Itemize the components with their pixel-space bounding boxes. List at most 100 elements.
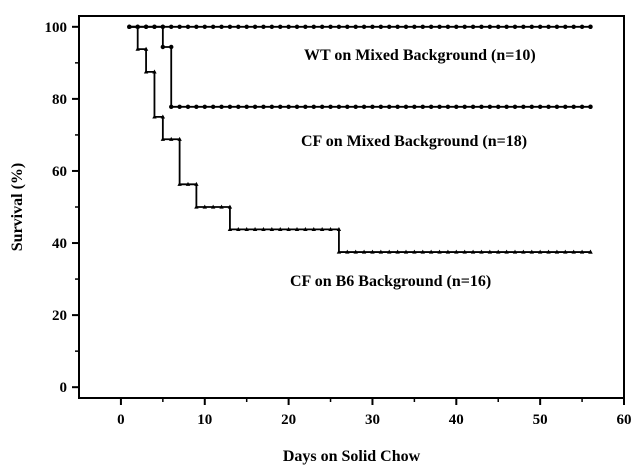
series-cf-b6: [127, 24, 593, 254]
tick-marks: [72, 25, 625, 405]
censor-marker: [529, 249, 534, 254]
censor-marker: [487, 249, 493, 254]
censor-marker: [143, 46, 149, 51]
censor-marker: [403, 24, 409, 30]
censor-marker: [454, 249, 459, 254]
censor-marker: [546, 104, 551, 110]
censor-marker: [328, 226, 333, 231]
censor-marker: [303, 24, 308, 30]
censor-marker: [496, 24, 501, 30]
censor-marker: [412, 24, 417, 30]
censor-marker: [177, 24, 182, 30]
series-label-cf-b6: CF on B6 Background (n=16): [290, 273, 491, 290]
censor-marker: [579, 104, 585, 110]
censor-marker: [152, 114, 157, 119]
censor-marker: [403, 249, 409, 254]
y-tick-label: 40: [52, 236, 67, 252]
series-wt-mixed: [127, 24, 593, 30]
censor-marker: [286, 104, 291, 110]
censor-marker: [278, 24, 283, 30]
censor-marker: [236, 226, 241, 231]
censor-marker: [387, 104, 392, 110]
censor-marker: [160, 114, 166, 119]
x-tick-label: 10: [197, 412, 212, 428]
censor-marker: [496, 249, 501, 254]
censor-marker: [236, 104, 241, 110]
censor-marker: [311, 24, 316, 30]
censor-marker: [169, 104, 174, 110]
censor-marker: [361, 104, 367, 110]
x-axis-title: Days on Solid Chow: [283, 448, 421, 465]
censor-marker: [328, 104, 333, 110]
censor-marker: [412, 104, 417, 110]
censor-marker: [403, 104, 409, 110]
censor-marker: [194, 24, 199, 30]
censor-marker: [160, 136, 166, 141]
censor-marker: [219, 104, 224, 110]
y-tick-label: 60: [52, 164, 67, 180]
censor-marker: [479, 104, 484, 110]
censor-marker: [370, 24, 375, 30]
x-tick-label: 30: [365, 412, 380, 428]
censor-marker: [336, 249, 342, 254]
censor-marker: [227, 204, 233, 209]
censor-marker: [227, 104, 233, 110]
censor-marker: [521, 249, 526, 254]
censor-marker: [529, 24, 534, 30]
censor-marker: [462, 104, 467, 110]
x-tick-label: 50: [533, 412, 548, 428]
censor-marker: [278, 104, 283, 110]
censor-marker: [353, 24, 358, 30]
censor-marker: [319, 24, 325, 30]
censor-marker: [470, 24, 476, 30]
censor-marker: [537, 24, 543, 30]
censor-marker: [437, 104, 442, 110]
censor-marker: [152, 69, 157, 74]
censor-marker: [378, 104, 384, 110]
censor-marker: [286, 226, 291, 231]
censor-marker: [479, 249, 484, 254]
censor-marker: [462, 24, 467, 30]
censor-marker: [210, 204, 216, 209]
censor-marker: [202, 104, 207, 110]
censor-marker: [160, 24, 166, 30]
censor-marker: [227, 226, 233, 231]
censor-marker: [336, 24, 342, 30]
censor-marker: [261, 104, 266, 110]
censor-marker: [361, 24, 367, 30]
censor-marker: [588, 249, 593, 254]
censor-marker: [487, 24, 493, 30]
censor-marker: [588, 24, 593, 30]
censor-marker: [370, 104, 375, 110]
censor-marker: [185, 104, 191, 110]
censor-marker: [127, 24, 132, 29]
series-labels: WT on Mixed Background (n=10) CF on Mixe…: [290, 47, 536, 290]
censor-marker: [428, 249, 434, 254]
censor-marker: [353, 104, 358, 110]
censor-marker: [194, 181, 199, 186]
censor-marker: [437, 24, 442, 30]
censor-marker: [152, 24, 157, 30]
censor-marker: [512, 104, 518, 110]
censor-marker: [227, 24, 233, 30]
x-tick-label: 40: [449, 412, 464, 428]
censor-marker: [546, 24, 551, 30]
censor-marker: [278, 226, 283, 231]
censor-marker: [261, 226, 266, 231]
series-label-cf-mixed: CF on Mixed Background (n=18): [301, 133, 527, 150]
censor-marker: [571, 249, 576, 254]
censor-marker: [311, 104, 316, 110]
y-tick-label: 20: [52, 308, 67, 324]
censor-marker: [537, 104, 543, 110]
censor-marker: [169, 24, 174, 30]
censor-marker: [177, 136, 182, 141]
y-tick-label: 80: [52, 92, 67, 108]
censor-marker: [512, 24, 518, 30]
censor-marker: [177, 181, 182, 186]
censor-marker: [470, 249, 476, 254]
censor-marker: [420, 24, 425, 30]
censor-marker: [336, 104, 342, 110]
censor-marker: [378, 249, 384, 254]
censor-marker: [563, 249, 568, 254]
censor-marker: [428, 24, 434, 30]
